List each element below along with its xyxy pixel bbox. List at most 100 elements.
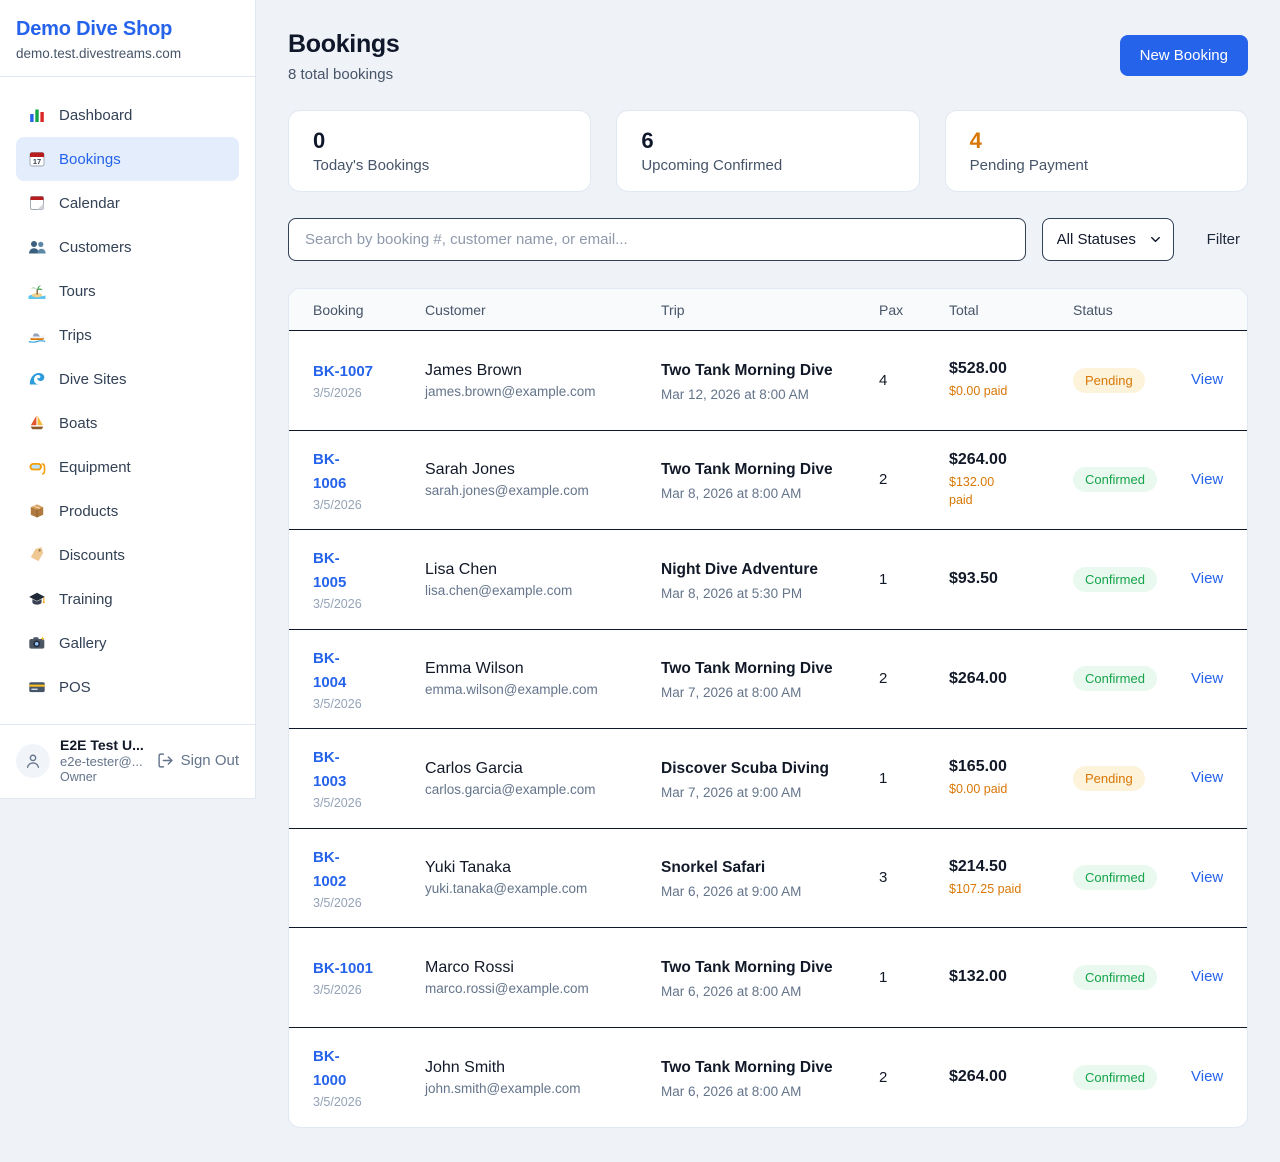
- sidebar-item-calendar[interactable]: Calendar: [16, 181, 239, 225]
- stat-value: 6: [641, 128, 654, 153]
- view-link[interactable]: View: [1191, 968, 1224, 986]
- paid-amount: $0.00 paid: [949, 384, 1008, 399]
- bookings-table: Booking Customer Trip Pax Total Status BK-100…: [288, 288, 1248, 1128]
- customer-email: marco.rossi@example.com: [425, 980, 589, 996]
- paid-amount: $107.25 paid: [949, 881, 1022, 896]
- sidebar-item-trips[interactable]: Trips: [16, 313, 239, 357]
- customer-name: John Smith: [425, 1058, 506, 1076]
- sidebar-item-customers[interactable]: Customers: [16, 225, 239, 269]
- trip-datetime: Mar 6, 2026 at 9:00 AM: [661, 884, 802, 900]
- user-role: Owner: [60, 770, 97, 784]
- user-box: E2E Test U... e2e-tester@... Owner Sign …: [0, 724, 255, 798]
- package-icon: [28, 502, 46, 520]
- sidebar-item-label: Dive Sites: [59, 370, 127, 388]
- svg-text:17: 17: [33, 157, 41, 166]
- pax-count: 1: [879, 968, 888, 986]
- user-name: E2E Test U...: [60, 737, 144, 753]
- pax-count: 3: [879, 869, 888, 887]
- sidebar-item-tours[interactable]: Tours: [16, 269, 239, 313]
- main-content: Bookings 8 total bookings New Booking 0 …: [256, 0, 1280, 1160]
- customer-name: Yuki Tanaka: [425, 859, 511, 877]
- sidebar-item-label: Dashboard: [59, 106, 133, 124]
- booking-id-link[interactable]: BK- 1004: [313, 649, 347, 691]
- sidebar-item-label: Calendar: [59, 194, 120, 212]
- column-header-booking: Booking: [313, 301, 364, 318]
- paid-amount: $132.00 paid: [949, 474, 995, 507]
- trip-name: Two Tank Morning Dive: [661, 461, 833, 479]
- page-header: Bookings 8 total bookings New Booking: [288, 30, 1248, 83]
- view-link[interactable]: View: [1191, 470, 1224, 488]
- filter-button[interactable]: Filter: [1206, 231, 1240, 248]
- calendar-17-icon: 17: [28, 150, 46, 168]
- customer-name: Carlos Garcia: [425, 759, 523, 777]
- sidebar-item-dive-sites[interactable]: Dive Sites: [16, 357, 239, 401]
- view-link[interactable]: View: [1191, 769, 1224, 787]
- status-select[interactable]: All Statuses: [1041, 218, 1174, 261]
- sidebar-nav: Dashboard 17 Bookings Calendar Customers…: [0, 77, 255, 717]
- island-icon: [28, 282, 46, 300]
- new-booking-button[interactable]: New Booking: [1119, 35, 1248, 76]
- trip-datetime: Mar 8, 2026 at 5:30 PM: [661, 585, 803, 601]
- total-amount: $93.50: [949, 570, 998, 588]
- sign-out-button[interactable]: Sign Out: [157, 752, 239, 769]
- booking-id-link[interactable]: BK- 1005: [313, 550, 347, 592]
- sidebar-item-pos[interactable]: POS: [16, 665, 239, 709]
- sidebar-item-discounts[interactable]: Discounts: [16, 533, 239, 577]
- booking-id-link[interactable]: BK- 1000: [313, 1048, 347, 1090]
- view-link[interactable]: View: [1191, 868, 1224, 886]
- paid-amount: $0.00 paid: [949, 782, 1008, 797]
- users-icon: [28, 238, 46, 256]
- credit-card-icon: [28, 678, 46, 696]
- sidebar-item-products[interactable]: Products: [16, 489, 239, 533]
- sidebar-item-label: Tours: [59, 282, 96, 300]
- customer-email: john.smith@example.com: [425, 1080, 581, 1096]
- pax-count: 2: [879, 1068, 888, 1086]
- avatar: [16, 743, 50, 778]
- status-badge: Confirmed: [1073, 1064, 1157, 1090]
- trip-name: Two Tank Morning Dive: [661, 1058, 833, 1076]
- total-amount: $165.00: [949, 758, 1007, 776]
- status-badge: Confirmed: [1073, 467, 1157, 493]
- booking-date: 3/5/2026: [313, 983, 362, 998]
- view-link[interactable]: View: [1191, 371, 1224, 389]
- status-select-wrap: All Statuses: [1041, 218, 1174, 261]
- trip-datetime: Mar 6, 2026 at 8:00 AM: [661, 1083, 802, 1099]
- sidebar-item-gallery[interactable]: Gallery: [16, 621, 239, 665]
- status-badge: Confirmed: [1073, 566, 1157, 592]
- sidebar-item-label: Equipment: [59, 458, 131, 476]
- customer-name: James Brown: [425, 361, 522, 379]
- stat-value: 0: [313, 128, 326, 153]
- page-subtitle: 8 total bookings: [288, 66, 394, 83]
- view-link[interactable]: View: [1191, 669, 1224, 687]
- sidebar-item-label: POS: [59, 678, 91, 696]
- page-title: Bookings: [288, 30, 400, 58]
- customer-name: Marco Rossi: [425, 958, 514, 976]
- booking-id-link[interactable]: BK-1007: [313, 363, 374, 381]
- table-row: BK- 1002 3/5/2026 Yuki Tanaka yuki.tanak…: [289, 829, 1247, 928]
- status-badge: Pending: [1073, 765, 1145, 791]
- sidebar-item-training[interactable]: Training: [16, 577, 239, 621]
- booking-id-link[interactable]: BK-1001: [313, 960, 374, 978]
- sidebar-item-boats[interactable]: Boats: [16, 401, 239, 445]
- total-amount: $132.00: [949, 968, 1007, 986]
- search-input[interactable]: [288, 218, 1026, 261]
- sidebar-item-dashboard[interactable]: Dashboard: [16, 93, 239, 137]
- trip-datetime: Mar 7, 2026 at 9:00 AM: [661, 784, 802, 800]
- booking-id-link[interactable]: BK- 1006: [313, 450, 347, 492]
- status-badge: Pending: [1073, 367, 1145, 393]
- sidebar-item-label: Bookings: [59, 150, 121, 168]
- view-link[interactable]: View: [1191, 1068, 1224, 1086]
- booking-id-link[interactable]: BK- 1003: [313, 749, 347, 791]
- customer-email: yuki.tanaka@example.com: [425, 881, 588, 897]
- sidebar-item-equipment[interactable]: Equipment: [16, 445, 239, 489]
- speedboat-icon: [28, 326, 46, 344]
- trip-name: Snorkel Safari: [661, 859, 766, 877]
- pax-count: 2: [879, 670, 888, 688]
- sidebar-item-label: Training: [59, 590, 113, 608]
- sidebar: Demo Dive Shop demo.test.divestreams.com…: [0, 0, 256, 799]
- view-link[interactable]: View: [1191, 570, 1224, 588]
- table-row: BK- 1000 3/5/2026 John Smith john.smith@…: [289, 1028, 1247, 1128]
- sidebar-item-bookings[interactable]: 17 Bookings: [16, 137, 239, 181]
- customer-name: Sarah Jones: [425, 461, 515, 479]
- booking-id-link[interactable]: BK- 1002: [313, 848, 347, 890]
